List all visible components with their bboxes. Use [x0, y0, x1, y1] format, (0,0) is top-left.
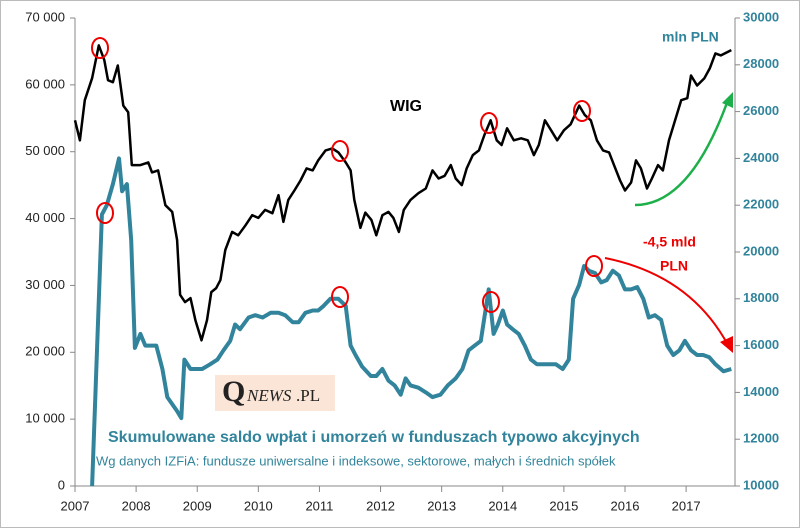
- y2-tick-label: 26000: [743, 103, 779, 118]
- y-tick-label: 40 000: [25, 210, 65, 225]
- x-tick-label: 2012: [366, 498, 395, 513]
- circle: [331, 286, 349, 308]
- circle: [585, 255, 603, 277]
- circle: [91, 37, 109, 59]
- y-tick-label: 30 000: [25, 277, 65, 292]
- arrow-head: [720, 336, 733, 353]
- y2-tick-label: 30000: [743, 9, 779, 24]
- y2-tick-label: 14000: [743, 384, 779, 399]
- circle: [482, 291, 500, 313]
- circle: [573, 100, 591, 122]
- y2-tick-label: 24000: [743, 150, 779, 165]
- logo-rest: NEWS: [246, 386, 292, 405]
- source-note: Wg danych IZFiA: fundusze uniwersalne i …: [96, 453, 616, 468]
- x-tick-label: 2016: [611, 498, 640, 513]
- wig-label: WIG: [390, 98, 422, 115]
- y2-tick-label: 10000: [743, 477, 779, 492]
- circle: [96, 202, 114, 224]
- x-tick-label: 2008: [122, 498, 151, 513]
- y2-tick-label: 18000: [743, 290, 779, 305]
- y-tick-label: 0: [58, 477, 65, 492]
- logo-box: [215, 375, 335, 411]
- outflow-label: PLN: [660, 258, 688, 274]
- caption: Skumulowane saldo wpłat i umorzeń w fund…: [108, 429, 640, 446]
- x-tick-label: 2010: [244, 498, 273, 513]
- trend-arrow: [604, 257, 729, 346]
- y2-tick-label: 12000: [743, 431, 779, 446]
- y-tick-label: 60 000: [25, 76, 65, 91]
- logo-suffix: .PL: [296, 386, 320, 405]
- highlight-circles: [91, 37, 603, 313]
- y2-tick-label: 16000: [743, 337, 779, 352]
- arrow-head: [722, 92, 733, 108]
- unit-label: mln PLN: [662, 29, 719, 45]
- series-line: [90, 156, 732, 487]
- logo-initial: Q: [222, 375, 245, 408]
- x-tick-label: 2009: [183, 498, 212, 513]
- y2-tick-label: 20000: [743, 243, 779, 258]
- circle: [331, 140, 349, 162]
- x-tick-label: 2015: [549, 498, 578, 513]
- y-tick-label: 10 000: [25, 411, 65, 426]
- y2-tick-label: 22000: [743, 197, 779, 212]
- x-tick-label: 2007: [61, 498, 90, 513]
- x-tick-label: 2013: [427, 498, 456, 513]
- y2-tick-label: 28000: [743, 56, 779, 71]
- circle: [480, 112, 498, 134]
- series-line: [73, 44, 732, 342]
- trend-arrow: [634, 99, 730, 207]
- y-tick-label: 70 000: [25, 9, 65, 24]
- x-tick-label: 2017: [672, 498, 701, 513]
- x-tick-label: 2014: [488, 498, 517, 513]
- y-tick-label: 50 000: [25, 143, 65, 158]
- y-tick-label: 20 000: [25, 344, 65, 359]
- outflow-label: -4,5 mld: [643, 234, 696, 250]
- x-tick-label: 2011: [305, 498, 333, 513]
